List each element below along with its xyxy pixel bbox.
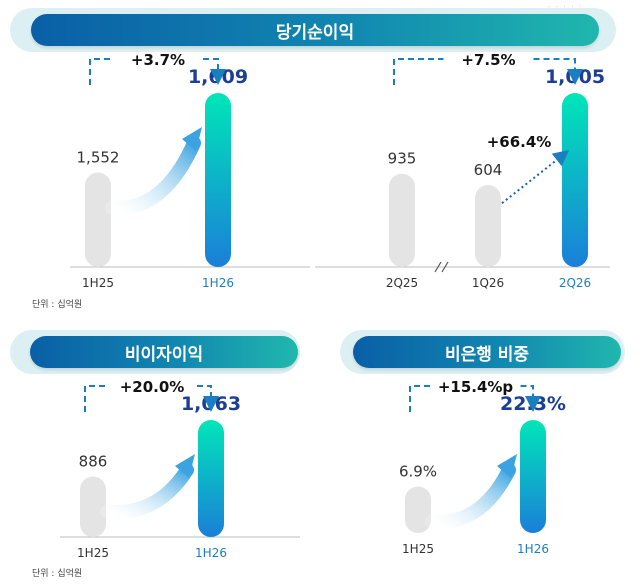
net-income-half-change-label: +3.7% — [131, 51, 185, 69]
non-interest-value-1H25: 886 — [79, 453, 108, 471]
net-income-quarter-qoq-label: +66.4% — [487, 133, 552, 151]
non-bank-growth-arrow — [425, 463, 516, 529]
non-bank-category-1H26: 1H26 — [517, 542, 549, 556]
net-income-half-category-1H26: 1H26 — [202, 276, 234, 290]
net-income-half-growth-arrowhead — [182, 127, 202, 151]
net-income-quarter-category-1Q26: 1Q26 — [472, 276, 504, 290]
non-bank-growth-arrowhead — [497, 454, 517, 478]
non-interest-unit: 단위 : 십억원 — [32, 569, 83, 579]
non-interest-change-label: +20.0% — [120, 378, 185, 396]
net-income-half-bracket-right — [203, 58, 226, 85]
non-interest-banner: 비이자이익 — [10, 330, 300, 374]
net-income-quarter-qoq-arrow — [501, 150, 570, 204]
net-income-half-growth-arrow — [105, 136, 201, 215]
net-income-quarter-bracket-right — [533, 58, 583, 85]
net-income-quarter-category-2Q25: 2Q25 — [386, 276, 418, 290]
net-income-half-value-1H25: 1,552 — [77, 149, 120, 167]
net-income-half-bar-1H25 — [85, 172, 111, 267]
non-bank-bar-1H25 — [405, 486, 431, 533]
net-income-title: 당기순이익 — [31, 14, 599, 46]
net-income-quarter-value-1Q26: 604 — [474, 161, 503, 179]
non-interest-growth-arrowhead — [175, 454, 195, 478]
net-income-quarter-bar-2Q25 — [389, 173, 415, 267]
non-interest-category-1H25: 1H25 — [77, 546, 109, 560]
non-bank-value-1H25: 6.9% — [399, 462, 437, 480]
non-interest-category-1H26: 1H26 — [195, 546, 227, 560]
non-bank-category-1H25: 1H25 — [402, 542, 434, 556]
net-income-quarter-change-label: +7.5% — [461, 51, 515, 69]
net-income-quarter-bracket-left — [393, 58, 444, 85]
non-interest-bar-1H25 — [80, 476, 106, 537]
net-income-half-bracket-left — [89, 58, 113, 85]
net-income-quarter-value-2Q25: 935 — [388, 150, 417, 168]
net-income-half-category-1H25: 1H25 — [82, 276, 114, 290]
net-income-quarter-axis-break — [434, 261, 449, 273]
non-bank-bracket-left — [409, 385, 431, 412]
net-income-quarter-category-2Q26: 2Q26 — [559, 276, 591, 290]
non-interest-bar-1H26 — [198, 420, 224, 537]
net-income-quarter-bar-1Q26 — [475, 185, 501, 267]
non-bank-bar-1H26 — [520, 420, 546, 533]
non-bank-bracket-right — [520, 385, 541, 412]
net-income-unit: 단위 : 십억원 — [32, 300, 83, 310]
non-bank-banner: 비은행 비중 — [340, 330, 625, 374]
non-bank-change-label: +15.4%p — [438, 378, 514, 396]
non-interest-growth-arrow — [100, 463, 194, 520]
net-income-half-bar-1H26 — [205, 93, 231, 267]
non-bank-title: 비은행 비중 — [353, 336, 621, 368]
net-income-banner: 당기순이익 — [10, 8, 616, 52]
top-decoration: · · · · · — [548, 4, 583, 11]
net-income-quarter-bar-2Q26 — [562, 93, 588, 267]
non-interest-bracket-left — [84, 385, 107, 412]
non-interest-bracket-right — [197, 385, 219, 412]
non-interest-title: 비이자이익 — [30, 336, 298, 368]
